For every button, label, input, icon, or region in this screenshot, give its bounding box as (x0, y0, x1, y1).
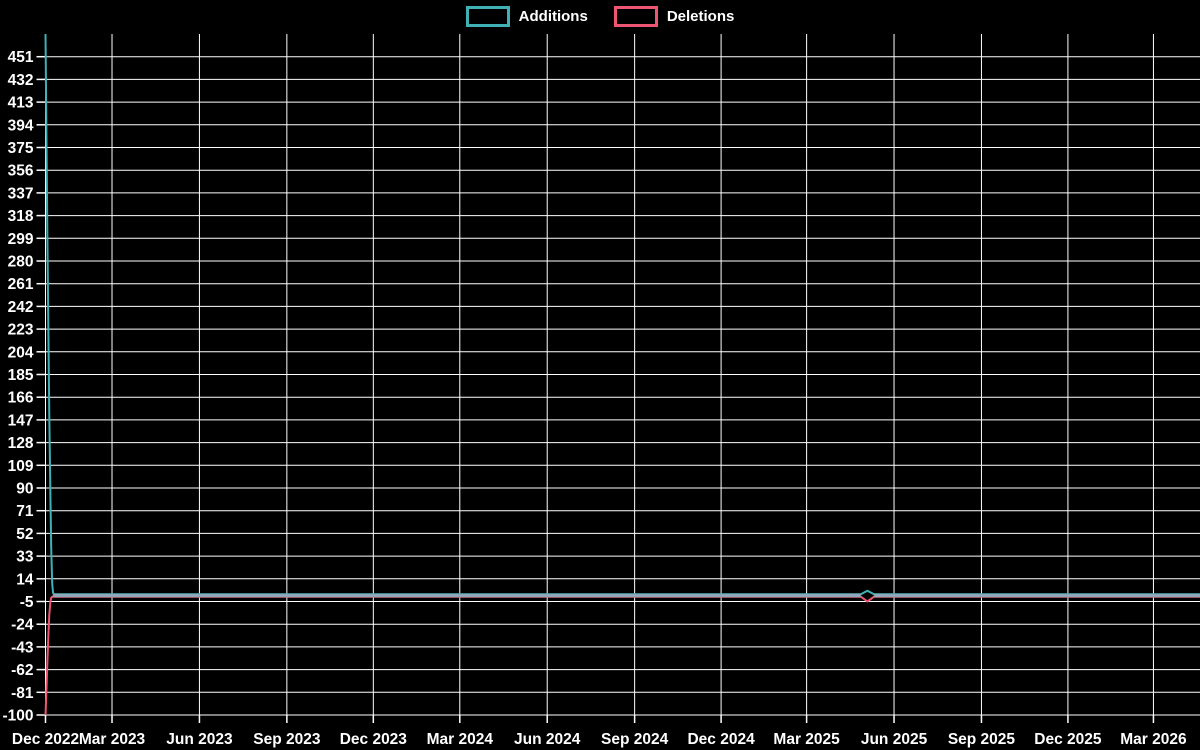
y-tick-label: 451 (8, 49, 34, 66)
y-tick-label: 109 (8, 458, 34, 475)
y-tick-label: 147 (8, 412, 34, 429)
x-tick-label: Sep 2023 (253, 731, 321, 748)
chart-legend: Additions Deletions (0, 6, 1200, 27)
x-tick-label: Dec 2024 (687, 731, 755, 748)
y-tick-label: -43 (11, 639, 34, 656)
x-tick-label: Dec 2023 (340, 731, 408, 748)
legend-item-additions[interactable]: Additions (465, 6, 588, 27)
y-tick-label: 223 (8, 322, 34, 339)
legend-label-deletions: Deletions (666, 7, 735, 25)
series-overlap (52, 593, 1200, 598)
x-tick-label: Mar 2023 (79, 731, 146, 748)
y-tick-label: 14 (16, 571, 34, 588)
y-tick-label: 71 (16, 503, 34, 520)
y-tick-label: 413 (8, 95, 34, 112)
x-tick-label: Jun 2023 (166, 731, 233, 748)
y-tick-label: 375 (8, 140, 34, 157)
y-tick-label: 166 (8, 390, 34, 407)
legend-label-additions: Additions (518, 7, 588, 25)
y-tick-label: -24 (11, 617, 34, 634)
y-tick-label: -100 (2, 708, 33, 725)
x-tick-label: Mar 2026 (1120, 731, 1187, 748)
y-tick-label: -5 (20, 594, 34, 611)
x-tick-label: Mar 2024 (427, 731, 494, 748)
additions-swatch-icon (465, 6, 510, 27)
x-tick-label: Mar 2025 (773, 731, 840, 748)
deletions-swatch-icon (613, 6, 658, 27)
y-tick-label: 318 (8, 208, 34, 225)
y-tick-label: 204 (8, 344, 34, 361)
y-tick-label: 280 (8, 254, 34, 271)
y-tick-label: 394 (8, 117, 34, 134)
y-tick-label: 261 (8, 276, 34, 293)
x-tick-label: Sep 2024 (601, 731, 669, 748)
y-tick-label: -81 (11, 685, 34, 702)
y-tick-label: 299 (8, 231, 34, 248)
x-tick-label: Dec 2022 (12, 731, 79, 748)
y-tick-label: 52 (16, 526, 33, 543)
x-tick-label: Jun 2025 (861, 731, 928, 748)
y-tick-label: 90 (16, 481, 33, 498)
y-tick-label: 242 (8, 299, 34, 316)
x-tick-label: Jun 2024 (514, 731, 581, 748)
y-tick-label: 33 (16, 549, 34, 566)
x-tick-label: Sep 2025 (948, 731, 1016, 748)
y-tick-label: 337 (8, 185, 34, 202)
series-deletions (44, 595, 1200, 716)
y-tick-label: -62 (11, 662, 33, 679)
legend-item-deletions[interactable]: Deletions (613, 6, 735, 27)
x-grid: Dec 2022 Mar 2023 Jun 2023 Sep 2023 Dec 2023… (12, 34, 1187, 748)
y-tick-label: 356 (8, 163, 34, 180)
y-grid: 451 432 413 394 375 356 337 318 299 280 261 242 223 2… (2, 49, 1200, 725)
y-tick-label: 185 (8, 367, 34, 384)
y-tick-label: 432 (8, 72, 34, 89)
x-tick-label: Dec 2025 (1034, 731, 1102, 748)
y-tick-label: 128 (8, 435, 34, 452)
